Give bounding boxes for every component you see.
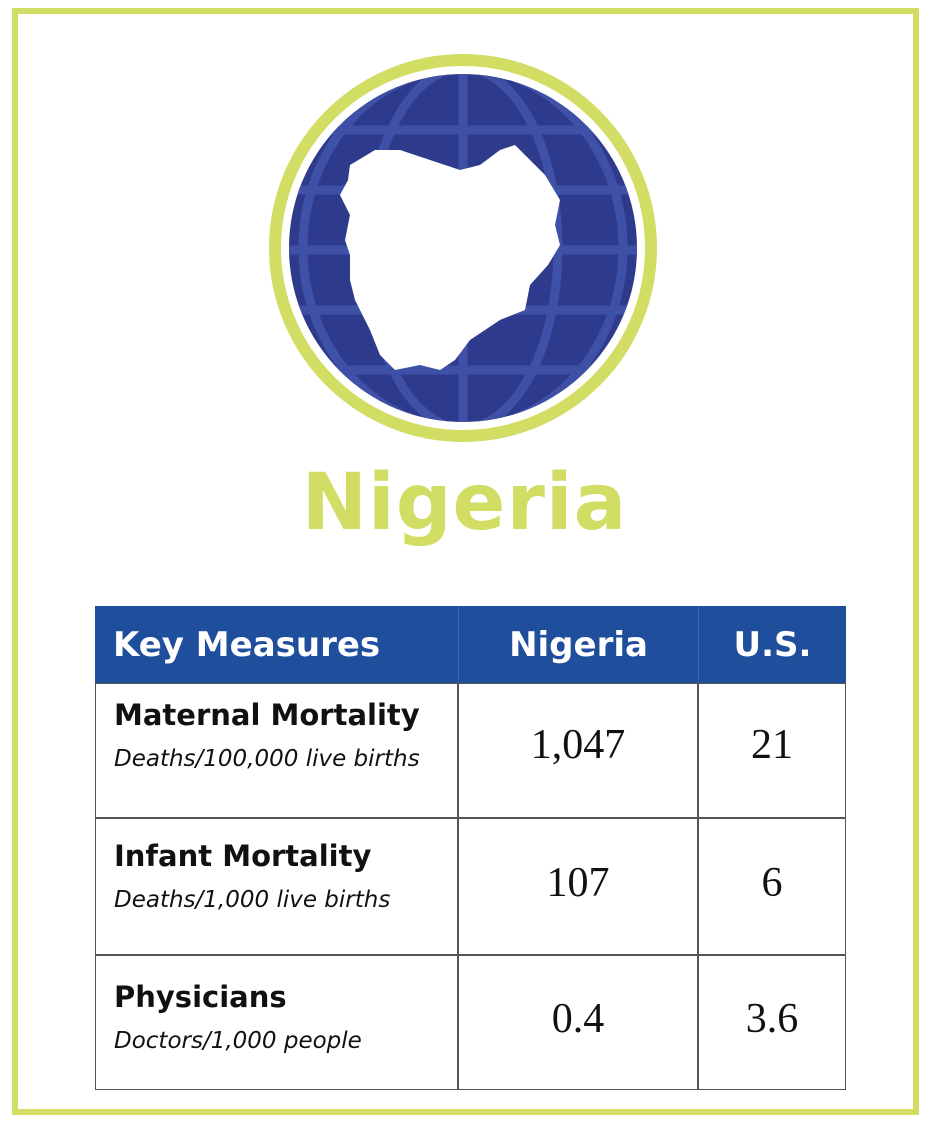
nigeria-value: 1,047 [458, 683, 698, 818]
header-cell: U.S. [698, 606, 846, 683]
us-value: 21 [698, 683, 846, 818]
measure-name: Infant Mortality [114, 839, 372, 873]
measure-name: Physicians [114, 980, 287, 1014]
measure-cell: Physicians Doctors/1,000 people [95, 955, 458, 1090]
measure-cell: Infant Mortality Deaths/1,000 live births [95, 818, 458, 955]
us-value: 3.6 [698, 955, 846, 1090]
frame [12, 8, 919, 1115]
header-cell: Key Measures [95, 606, 458, 683]
measure-cell: Maternal Mortality Deaths/100,000 live bi… [95, 683, 458, 818]
header-cell: Nigeria [458, 606, 698, 683]
measure-unit: Deaths/100,000 live births [114, 746, 420, 772]
globe-logo [269, 54, 657, 442]
nigeria-value: 0.4 [458, 955, 698, 1090]
measure-unit: Deaths/1,000 live births [114, 887, 391, 913]
us-value: 6 [698, 818, 846, 955]
nigeria-value: 107 [458, 818, 698, 955]
nigeria-map [340, 145, 560, 370]
measure-name: Maternal Mortality [114, 698, 420, 732]
country-title: Nigeria [301, 458, 628, 548]
measure-unit: Doctors/1,000 people [114, 1028, 362, 1054]
